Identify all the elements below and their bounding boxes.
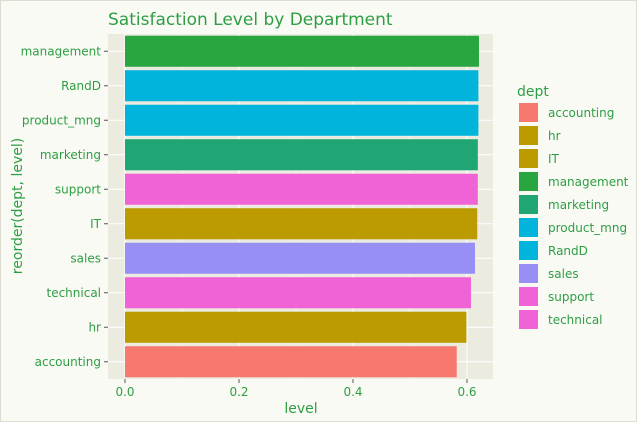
bar-technical: [125, 277, 471, 309]
legend-key-hr: [519, 126, 538, 145]
bar-management: [125, 35, 479, 67]
chart-title: Satisfaction Level by Department: [108, 10, 393, 30]
bar-RandD: [125, 70, 479, 102]
legend-label: marketing: [548, 198, 609, 212]
bar-support: [125, 173, 478, 205]
legend-key-IT: [519, 149, 538, 168]
y-axis-ticks: management RandD product_mng marketing suppo…: [21, 44, 108, 369]
legend-key-technical: [519, 310, 538, 329]
y-tick-label: accounting: [35, 355, 101, 369]
legend-key-management: [519, 172, 538, 191]
legend-label: sales: [548, 267, 579, 281]
legend-key-product_mng: [519, 218, 538, 237]
legend-key-RandD: [519, 241, 538, 260]
y-tick-label: sales: [70, 251, 101, 265]
legend: dept accounting hr IT management marketing pr…: [517, 84, 629, 329]
legend-label: technical: [548, 313, 603, 327]
y-tick-label: technical: [46, 286, 101, 300]
legend-key-accounting: [519, 103, 538, 122]
legend-key-support: [519, 287, 538, 306]
y-tick-label: IT: [90, 217, 102, 231]
bar-product_mng: [125, 104, 479, 136]
x-tick-label: 0.2: [229, 385, 248, 399]
y-tick-label: RandD: [61, 79, 101, 93]
x-tick-label: 0.4: [343, 385, 362, 399]
bar-sales: [125, 242, 475, 274]
legend-label: hr: [548, 129, 561, 143]
legend-title: dept: [517, 84, 549, 100]
legend-label: management: [548, 175, 629, 189]
legend-label: product_mng: [548, 221, 627, 235]
y-axis-label: reorder(dept, level): [10, 138, 26, 274]
bar-IT: [125, 208, 478, 240]
x-tick-label: 0.0: [115, 385, 134, 399]
y-tick-label: marketing: [40, 148, 101, 162]
x-axis-label: level: [284, 401, 317, 417]
bars: [125, 35, 479, 378]
legend-label: IT: [548, 152, 560, 166]
bar-marketing: [125, 139, 478, 171]
y-tick-label: hr: [88, 320, 101, 334]
legend-label: support: [548, 290, 594, 304]
bar-accounting: [125, 346, 457, 378]
x-axis-ticks: 0.0 0.2 0.4 0.6: [115, 379, 477, 399]
bar-hr: [125, 311, 467, 343]
legend-label: accounting: [548, 106, 614, 120]
legend-label: RandD: [548, 244, 588, 258]
x-tick-label: 0.6: [457, 385, 476, 399]
y-tick-label: support: [55, 182, 101, 196]
legend-key-sales: [519, 264, 538, 283]
legend-key-marketing: [519, 195, 538, 214]
y-tick-label: product_mng: [22, 113, 101, 127]
y-tick-label: management: [21, 44, 102, 58]
